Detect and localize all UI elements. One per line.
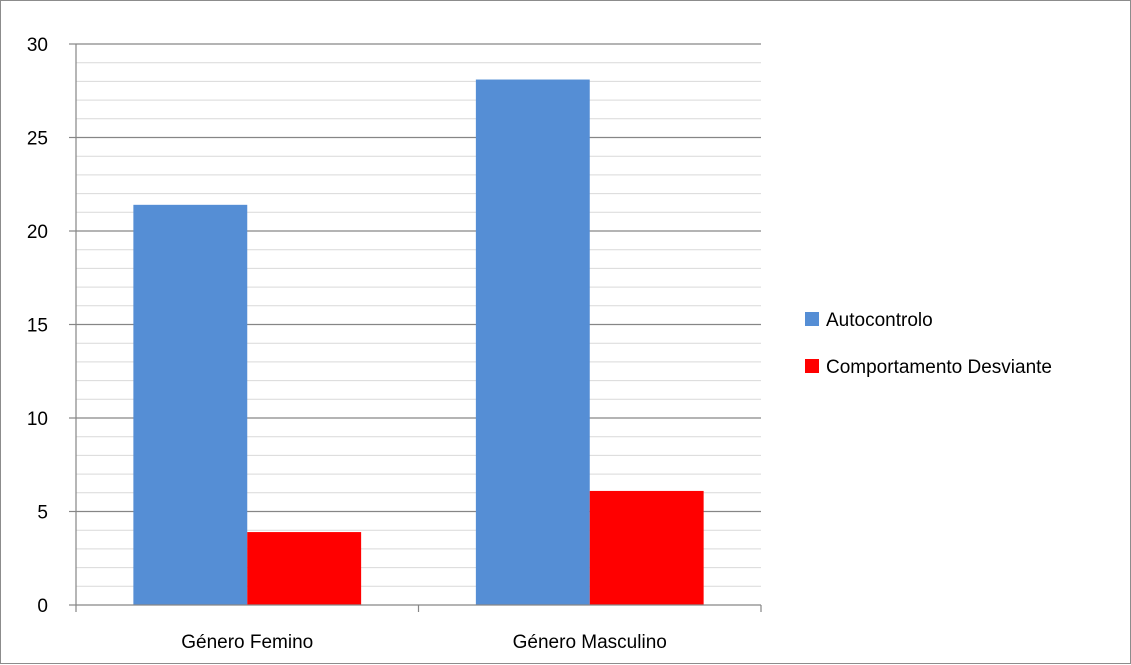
y-tick-label: 15 xyxy=(27,316,48,337)
bar xyxy=(475,79,590,605)
y-tick-label: 5 xyxy=(37,503,48,524)
x-tick-label: Género Masculino xyxy=(513,632,667,653)
x-tick-label: Género Femino xyxy=(181,632,313,653)
legend-label: Autocontrolo xyxy=(826,310,933,331)
legend-swatch xyxy=(805,312,819,326)
y-tick-label: 30 xyxy=(27,35,48,56)
bar xyxy=(247,532,362,605)
bar xyxy=(589,490,704,605)
legend: Autocontrolo Comportamento Desviante xyxy=(805,310,1052,378)
y-tick-label: 20 xyxy=(27,222,48,243)
legend-swatch xyxy=(805,359,819,373)
y-tick-label: 25 xyxy=(27,129,48,150)
legend-label: Comportamento Desviante xyxy=(826,357,1052,378)
axes: 0 5 10 15 20 25 30 Género Femino Género Masculin… xyxy=(27,35,762,653)
bars xyxy=(133,79,704,605)
y-tick-label: 10 xyxy=(27,409,48,430)
y-tick-label: 0 xyxy=(37,596,48,617)
bar xyxy=(133,204,248,605)
